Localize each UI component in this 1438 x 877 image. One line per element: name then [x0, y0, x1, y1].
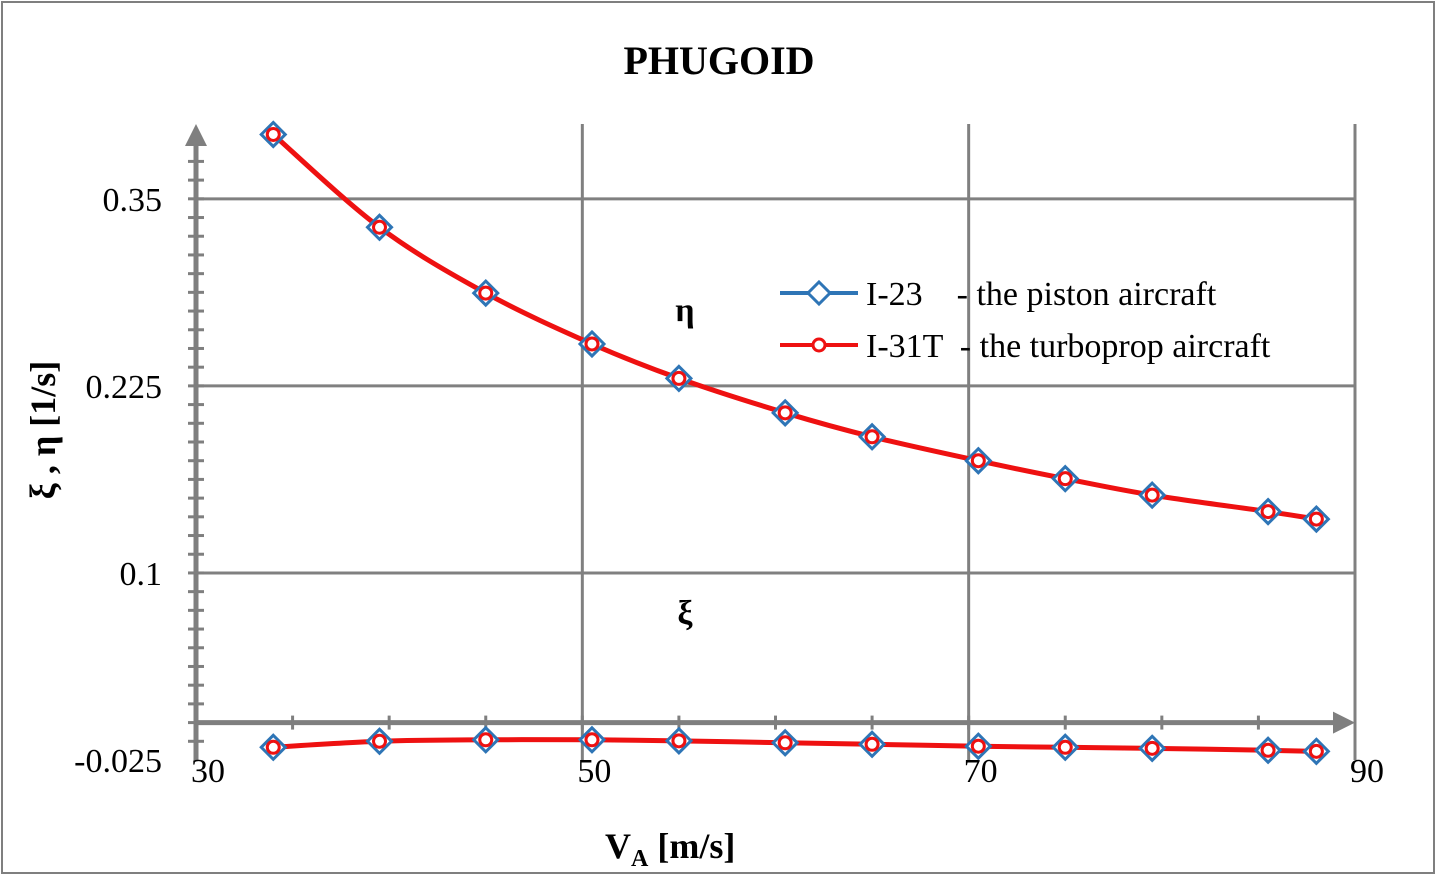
series-markers — [259, 120, 1331, 766]
annotations: ηξ — [675, 293, 694, 632]
x-tick-labels: 30 50 70 90 — [191, 753, 1384, 790]
point-i31t-eta — [1308, 511, 1324, 527]
x-tick-label: 90 — [1350, 753, 1384, 790]
x-axis-label-unit: [m/s] — [648, 826, 735, 866]
eta-annotation: η — [675, 293, 694, 330]
point-i31t-eta — [265, 126, 281, 142]
point-i31t-xi — [372, 733, 388, 749]
point-i31t-xi — [584, 732, 600, 748]
x-tick-label: 50 — [577, 753, 611, 790]
series-line-i31t-eta — [271, 132, 1317, 522]
point-i31t-xi — [671, 733, 687, 749]
point-i31t-xi — [1308, 743, 1324, 759]
y-tick-labels: -0.025 0.1 0.225 0.35 — [74, 182, 162, 780]
point-i31t-eta — [1260, 504, 1276, 520]
point-i31t-eta — [671, 370, 687, 386]
point-i31t-xi — [1057, 739, 1073, 755]
legend-label-i31t: I-31T - the turboprop aircraft — [866, 328, 1271, 365]
y-tick-label: -0.025 — [74, 743, 162, 780]
point-i31t-eta — [1144, 487, 1160, 503]
series-line-i23-eta — [271, 132, 1317, 522]
grid — [196, 124, 1357, 760]
legend-label-i23: I-23 - the piston aircraft — [866, 276, 1217, 313]
point-i31t-eta — [1057, 471, 1073, 487]
x-axis-label-main: V — [605, 826, 631, 866]
x-axis-label: VA [m/s] — [605, 826, 735, 872]
xi-annotation: ξ — [677, 595, 693, 632]
x-axis-label-sub: A — [631, 846, 649, 872]
series-lines — [271, 132, 1317, 754]
point-i31t-eta — [584, 336, 600, 352]
point-i31t-eta — [777, 405, 793, 421]
point-i31t-xi — [265, 739, 281, 755]
y-tick-label: 0.35 — [103, 182, 163, 219]
x-tick-label: 30 — [191, 753, 225, 790]
legend-marker-i31t — [811, 337, 827, 353]
y-tick-label: 0.225 — [86, 369, 163, 406]
point-i31t-xi — [864, 736, 880, 752]
legend-marker-i23 — [805, 279, 833, 307]
chart-title: PHUGOID — [623, 38, 814, 83]
point-i31t-xi — [1260, 742, 1276, 758]
point-i31t-xi — [777, 735, 793, 751]
point-i31t-xi — [970, 738, 986, 754]
point-i31t-eta — [478, 285, 494, 301]
x-axis-arrow — [1333, 711, 1355, 734]
legend: I-23 - the piston aircraft I-31T - the t… — [780, 276, 1271, 365]
y-axis-arrow — [185, 124, 207, 146]
axes — [185, 124, 1355, 760]
point-i31t-eta — [864, 429, 880, 445]
y-tick-label: 0.1 — [120, 556, 163, 593]
point-i31t-eta — [372, 219, 388, 235]
point-i31t-xi — [478, 732, 494, 748]
point-i31t-eta — [970, 453, 986, 469]
x-tick-label: 70 — [964, 753, 998, 790]
y-axis-label: ξ , η [1/s] — [23, 361, 63, 499]
point-i31t-xi — [1144, 740, 1160, 756]
